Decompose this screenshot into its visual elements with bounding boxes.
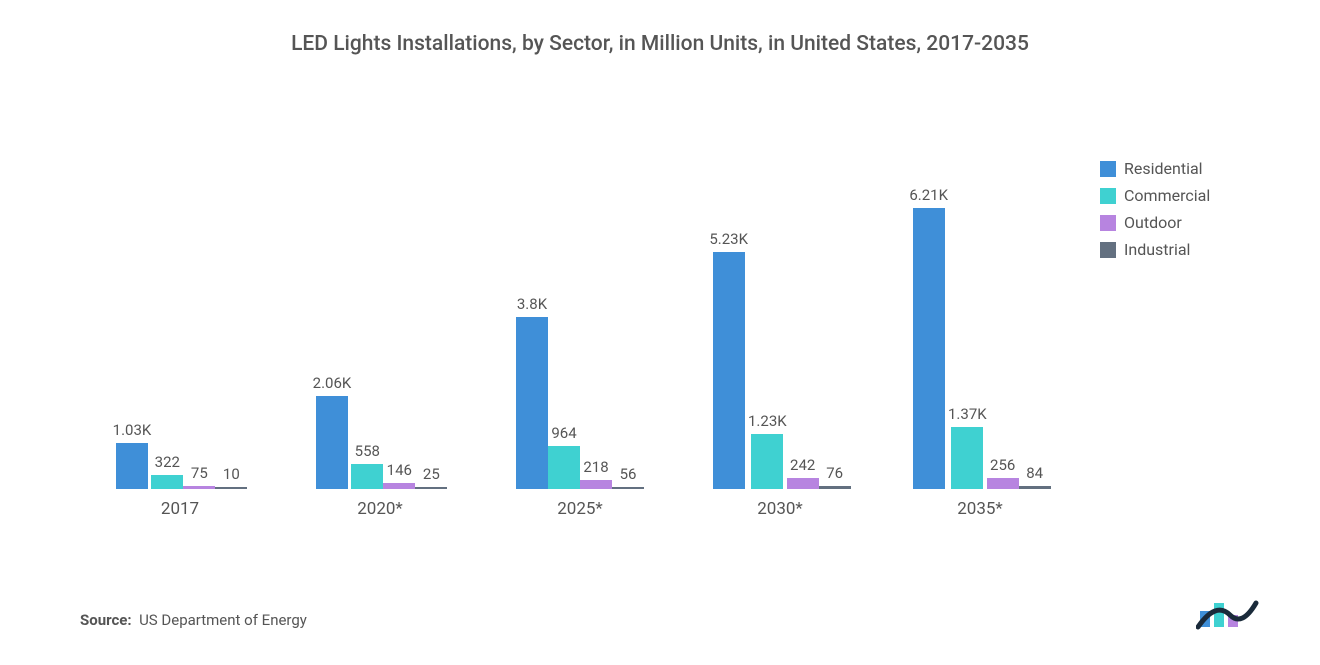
bar-group: 2.06K 558 146 25 2020* [290, 169, 470, 519]
bar-value-label: 1.03K [113, 421, 152, 439]
legend-label: Outdoor [1124, 213, 1182, 232]
bar-value-label: 76 [826, 464, 843, 482]
bar-value-label: 322 [155, 453, 180, 471]
legend-item: Commercial [1100, 186, 1260, 205]
legend-swatch [1100, 188, 1116, 204]
category-label: 2017 [161, 499, 199, 519]
plot-row: 1.03K322 75 10 2017 2.06K 558 146 25 2020* 3.8K 96… [60, 119, 1260, 519]
source-line: Source: US Department of Energy [80, 611, 307, 629]
source-text: US Department of Energy [139, 611, 307, 629]
legend-swatch [1100, 161, 1116, 177]
bar [116, 443, 148, 490]
bar-wrap: 964 [548, 169, 580, 489]
bar-wrap: 10 [215, 169, 247, 489]
bar-wrap: 242 [787, 169, 819, 489]
bar [383, 483, 415, 490]
bar-wrap: 56 [612, 169, 644, 489]
plot-area: 1.03K322 75 10 2017 2.06K 558 146 25 2020* 3.8K 96… [60, 119, 1100, 519]
bar-value-label: 56 [620, 465, 637, 483]
legend-label: Residential [1124, 159, 1203, 178]
category-label: 2035* [957, 499, 1003, 519]
bar-wrap: 75 [183, 169, 215, 489]
bar [580, 480, 612, 490]
bars: 5.23K 1.23K 242 76 [709, 169, 850, 489]
bar [819, 486, 851, 489]
bar-value-label: 1.23K [748, 412, 787, 430]
chart-container: LED Lights Installations, by Sector, in … [0, 0, 1320, 665]
bar-wrap: 84 [1019, 169, 1051, 489]
bar-wrap: 146 [383, 169, 415, 489]
bar-value-label: 218 [583, 458, 608, 476]
bar-wrap: 558 [351, 169, 383, 489]
bar-wrap: 322 [151, 169, 183, 489]
bar [612, 487, 644, 490]
legend-label: Industrial [1124, 240, 1190, 259]
bar-group: 5.23K 1.23K 242 76 2030* [690, 169, 870, 519]
legend-swatch [1100, 215, 1116, 231]
bar-value-label: 558 [355, 442, 380, 460]
bar [516, 317, 548, 489]
bar [183, 486, 215, 489]
bars: 3.8K 964 218 56 [516, 169, 644, 489]
bar [215, 487, 247, 489]
bar-wrap: 76 [819, 169, 851, 489]
legend: Residential Commercial Outdoor Industrial [1100, 119, 1260, 267]
legend-item: Outdoor [1100, 213, 1260, 232]
legend-swatch [1100, 242, 1116, 258]
bar-value-label: 242 [790, 456, 815, 474]
bar-value-label: 5.23K [709, 230, 748, 248]
bar-group: 1.03K322 75 10 2017 [90, 169, 270, 519]
bars: 1.03K322 75 10 [113, 169, 248, 489]
bar [951, 427, 983, 489]
bar [787, 478, 819, 489]
bar-wrap: 1.37K [948, 169, 987, 489]
bars: 2.06K 558 146 25 [313, 169, 448, 489]
bar-value-label: 964 [551, 424, 576, 442]
legend-item: Residential [1100, 159, 1260, 178]
bar-wrap: 5.23K [709, 169, 748, 489]
chart-title: LED Lights Installations, by Sector, in … [270, 30, 1050, 59]
bar-value-label: 1.37K [948, 405, 987, 423]
category-label: 2025* [557, 499, 603, 519]
bars: 6.21K 1.37K 256 84 [909, 169, 1050, 489]
legend-item: Industrial [1100, 240, 1260, 259]
brand-logo [1196, 597, 1260, 635]
bar [987, 478, 1019, 490]
bar-value-label: 84 [1026, 464, 1043, 482]
bar-wrap: 2.06K [313, 169, 352, 489]
bar [751, 434, 783, 490]
bar-wrap: 1.23K [748, 169, 787, 489]
bar [351, 464, 383, 489]
bar [913, 208, 945, 490]
bar-wrap: 3.8K [516, 169, 548, 489]
bar-group: 3.8K 964 218 56 2025* [490, 169, 670, 519]
bar-wrap: 6.21K [909, 169, 948, 489]
bar [1019, 486, 1051, 490]
bar [713, 252, 745, 489]
bar-value-label: 75 [191, 464, 208, 482]
bar-wrap: 256 [987, 169, 1019, 489]
bar [415, 487, 447, 489]
bar-value-label: 10 [223, 465, 240, 483]
legend-label: Commercial [1124, 186, 1210, 205]
bar [548, 446, 580, 490]
bar-wrap: 1.03K [113, 169, 152, 489]
category-label: 2020* [357, 499, 403, 519]
bar-value-label: 3.8K [517, 295, 547, 313]
source-prefix: Source: [80, 611, 132, 629]
bar-value-label: 6.21K [909, 186, 948, 204]
category-label: 2030* [757, 499, 803, 519]
bar-value-label: 146 [387, 461, 412, 479]
bar [151, 475, 183, 490]
bar-wrap: 218 [580, 169, 612, 489]
bar-value-label: 2.06K [313, 374, 352, 392]
bar-value-label: 25 [423, 465, 440, 483]
bar-group: 6.21K 1.37K 256 84 2035* [890, 169, 1070, 519]
bar [316, 396, 348, 489]
bar-wrap: 25 [415, 169, 447, 489]
bar-value-label: 256 [990, 456, 1015, 474]
